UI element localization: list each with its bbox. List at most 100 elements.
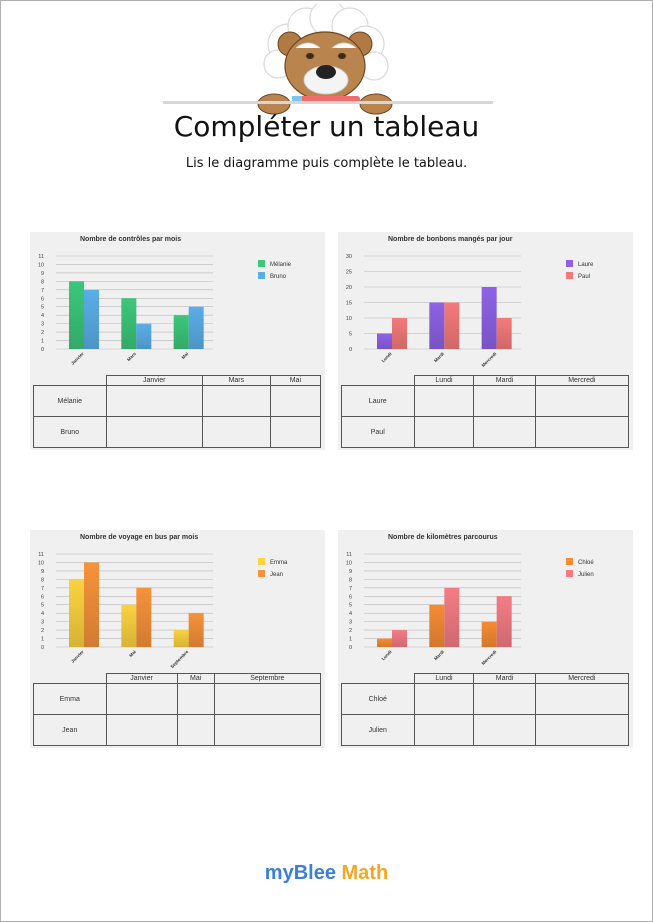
y-tick-label: 8 <box>41 279 44 285</box>
legend-swatch <box>258 558 265 565</box>
bar-jean-mai <box>136 587 152 647</box>
x-tick-label: Janvier <box>70 649 85 664</box>
table-row: Chloé <box>341 683 630 715</box>
bear-mascot-icon <box>257 4 393 115</box>
bar-jean-septembre <box>188 613 204 647</box>
bar-julien-mercredi <box>496 596 512 647</box>
y-tick-label: 3 <box>41 322 44 328</box>
answer-cell[interactable] <box>269 416 322 448</box>
chart-title: Nombre de contrôles par mois <box>80 236 181 243</box>
answer-cell[interactable] <box>269 385 322 417</box>
answer-cell[interactable] <box>105 683 178 715</box>
y-tick-label: 0 <box>349 347 352 353</box>
answer-cell[interactable] <box>413 416 475 448</box>
table-row-label: Laure <box>341 385 415 417</box>
chart-title: Nombre de voyage en bus par mois <box>80 534 198 541</box>
table-column-header: Mercredi <box>534 375 630 386</box>
answer-cell[interactable] <box>534 714 630 746</box>
bar-paul-mercredi <box>496 318 512 349</box>
page-title: Compléter un tableau <box>173 110 480 143</box>
table-row-label: Julien <box>341 714 415 746</box>
table-column-header: Janvier <box>105 375 203 386</box>
answer-cell[interactable] <box>213 714 322 746</box>
header-divider <box>163 101 493 104</box>
legend-label: Chloé <box>578 560 594 566</box>
y-tick-label: 3 <box>349 620 352 626</box>
answer-table-2: Lundi Mardi Mercredi Laure Paul <box>341 375 630 448</box>
answer-cell[interactable] <box>534 683 630 715</box>
answer-cell[interactable] <box>201 416 271 448</box>
table-row-label: Jean <box>33 714 107 746</box>
table-column-header: Lundi <box>413 673 475 684</box>
x-tick-label: Mercredi <box>481 351 498 368</box>
y-tick-label: 6 <box>41 296 44 302</box>
answer-cell[interactable] <box>473 385 536 417</box>
bar-mélanie-mars <box>121 298 137 349</box>
answer-cell[interactable] <box>176 683 215 715</box>
answer-cell[interactable] <box>534 385 630 417</box>
bar-emma-septembre <box>173 630 189 647</box>
y-tick-label: 0 <box>41 347 44 353</box>
answer-cell[interactable] <box>413 385 475 417</box>
table-row: Julien <box>341 714 630 746</box>
y-tick-label: 0 <box>41 645 44 651</box>
x-tick-label: Septembre <box>169 649 189 669</box>
bar-emma-janvier <box>69 579 84 647</box>
brand-suffix: Math <box>341 862 389 884</box>
table-corner <box>33 375 106 386</box>
bar-chloé-mercredi <box>481 621 497 647</box>
answer-cell[interactable] <box>213 683 322 715</box>
legend-swatch <box>566 260 573 267</box>
x-tick-label: Mars <box>126 351 137 362</box>
bar-chart-2: Nombre de bonbons mangés par jour 0 5 10 15 2… <box>346 236 594 368</box>
y-tick-label: 8 <box>41 577 44 583</box>
answer-cell[interactable] <box>473 714 536 746</box>
table-row: Laure <box>341 385 630 417</box>
y-tick-label: 6 <box>41 594 44 600</box>
brand-logo: myBlee Math <box>0 862 653 885</box>
x-tick-label: Mai <box>181 351 190 360</box>
legend-label: Laure <box>578 262 594 268</box>
legend-label: Bruno <box>270 274 287 280</box>
y-tick-label: 7 <box>41 288 44 294</box>
answer-cell[interactable] <box>105 714 178 746</box>
answer-cell[interactable] <box>413 714 475 746</box>
table-corner <box>341 375 414 386</box>
table-row: Jean <box>33 714 322 746</box>
answer-cell[interactable] <box>413 683 475 715</box>
answer-cell[interactable] <box>534 416 630 448</box>
y-tick-label: 5 <box>349 603 352 609</box>
x-tick-label: Mardi <box>433 649 445 661</box>
y-tick-label: 7 <box>349 586 352 592</box>
table-row: Paul <box>341 416 630 448</box>
answer-cell[interactable] <box>201 385 271 417</box>
answer-cell[interactable] <box>105 416 203 448</box>
answer-cell[interactable] <box>105 385 203 417</box>
y-tick-label: 11 <box>346 552 352 558</box>
y-tick-label: 25 <box>346 270 352 276</box>
x-tick-label: Lundi <box>381 649 393 661</box>
bar-jean-janvier <box>84 562 99 647</box>
table-row: Emma <box>33 683 322 715</box>
legend-swatch <box>258 260 265 267</box>
answer-cell[interactable] <box>473 416 536 448</box>
y-tick-label: 1 <box>41 637 44 643</box>
answer-cell[interactable] <box>473 683 536 715</box>
legend-label: Emma <box>270 560 288 566</box>
table-row-label: Emma <box>33 683 107 715</box>
y-tick-label: 5 <box>41 603 44 609</box>
y-tick-label: 10 <box>346 316 352 322</box>
y-tick-label: 4 <box>41 313 44 319</box>
table-column-header: Mars <box>201 375 271 386</box>
y-tick-label: 1 <box>41 339 44 345</box>
answer-table-4: Lundi Mardi Mercredi Chloé Julien <box>341 673 630 746</box>
y-tick-label: 6 <box>349 594 352 600</box>
y-tick-label: 5 <box>349 332 352 338</box>
table-column-header: Mai <box>176 673 215 684</box>
legend-label: Jean <box>270 572 283 578</box>
bar-julien-mardi <box>444 587 460 647</box>
table-column-header: Janvier <box>105 673 178 684</box>
y-tick-label: 9 <box>349 569 352 575</box>
table-corner <box>33 673 106 684</box>
answer-cell[interactable] <box>176 714 215 746</box>
